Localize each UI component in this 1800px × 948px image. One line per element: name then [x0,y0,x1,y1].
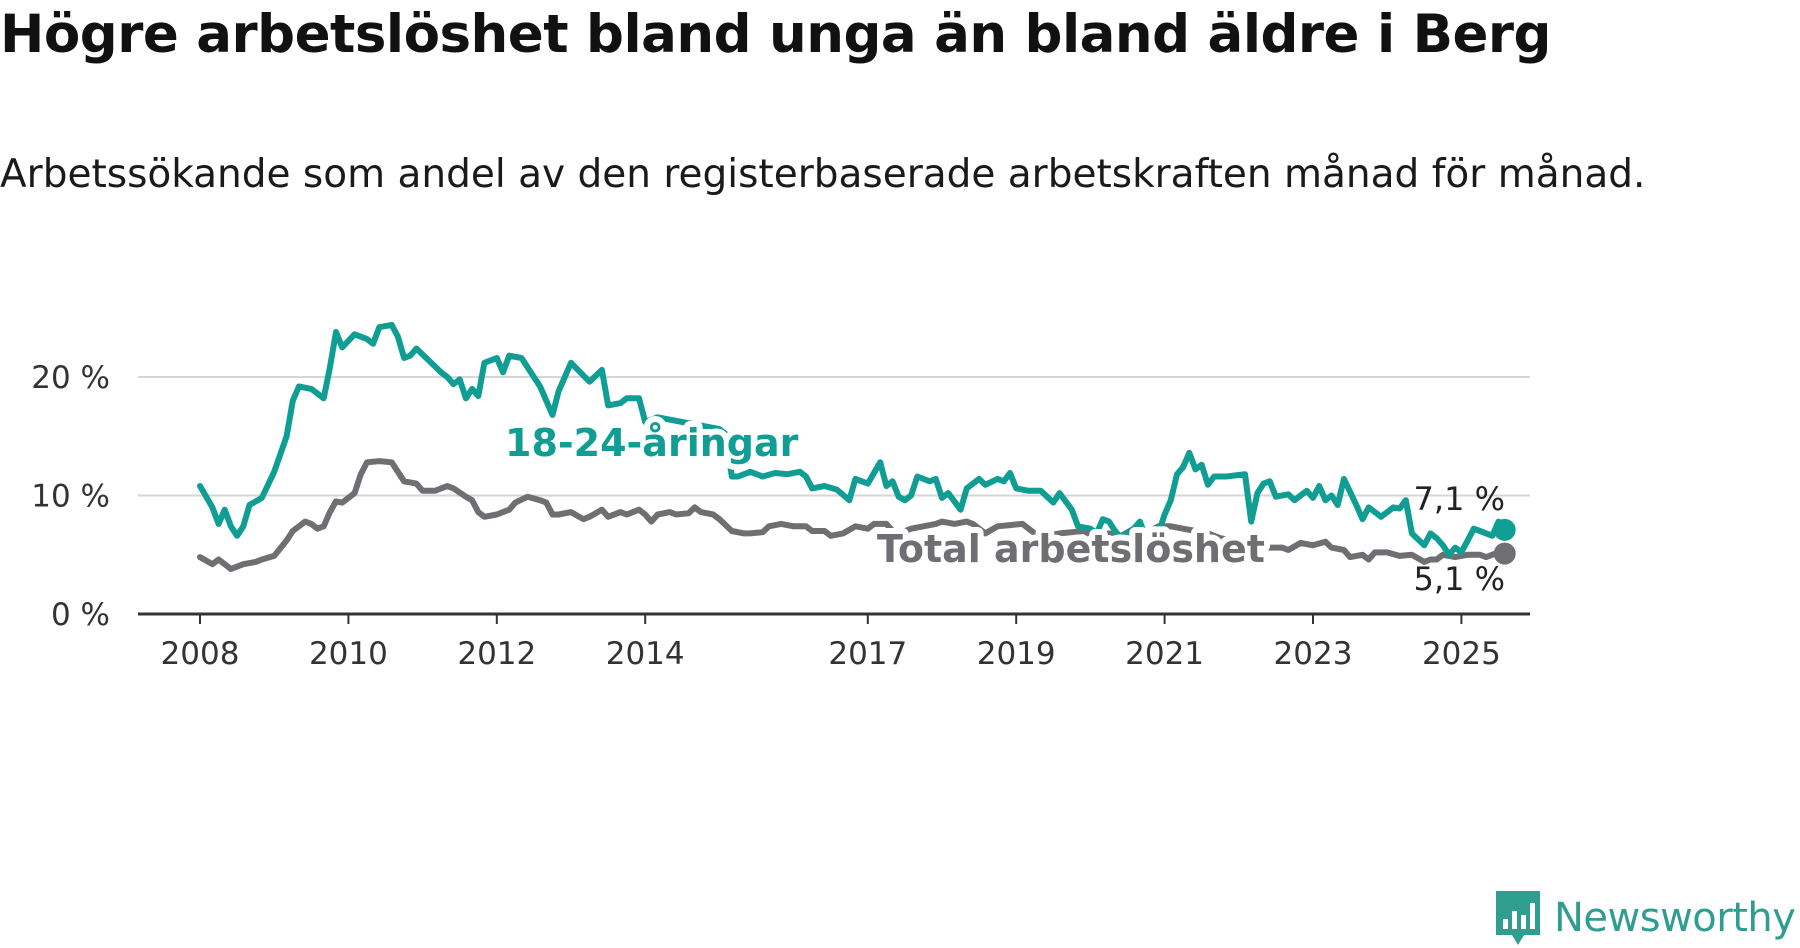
chart-subtitle: Arbetssökande som andel av den registerb… [0,152,1646,197]
end-label-youth: 7,1 % [1414,480,1505,518]
y-tick-label: 20 % [31,360,110,396]
series-label-total: Total arbetslöshet [877,527,1265,571]
brand-name: Newsworthy [1554,895,1796,941]
x-tick-label: 2010 [309,636,388,672]
series-line-total [197,458,1508,572]
end-label-total: 5,1 % [1414,560,1505,598]
x-tick-label: 2025 [1422,636,1501,672]
x-tick-label: 2012 [457,636,536,672]
x-tick-label: 2023 [1274,636,1353,672]
series-line-youth [197,321,1508,558]
x-tick-label: 2021 [1125,636,1204,672]
newsworthy-brand: Newsworthy [1494,888,1796,948]
end-point-total [1493,542,1516,565]
end-point-youth [1493,518,1516,541]
y-tick-label: 10 % [31,479,110,515]
chart-title: Högre arbetslöshet bland unga än bland ä… [0,4,1552,65]
x-tick-label: 2008 [161,636,240,672]
series-lines [197,321,1516,572]
series-label-youth-halo: 18-24-åringar [505,421,799,465]
series-label-total-halo: Total arbetslöshet [877,527,1265,571]
x-tick-label: 2014 [606,636,685,672]
y-tick-label: 0 % [51,597,110,633]
grid-lines: 0 % 10 % 20 % [31,360,1530,633]
x-tick-label: 2019 [977,636,1056,672]
x-axis: 2008 2010 2012 2014 2017 2019 2021 2023 2025 [138,612,1530,672]
series-label-youth: 18-24-åringar [505,421,799,465]
newsworthy-chart-logo-icon [1496,891,1540,945]
x-tick-label: 2017 [828,636,907,672]
